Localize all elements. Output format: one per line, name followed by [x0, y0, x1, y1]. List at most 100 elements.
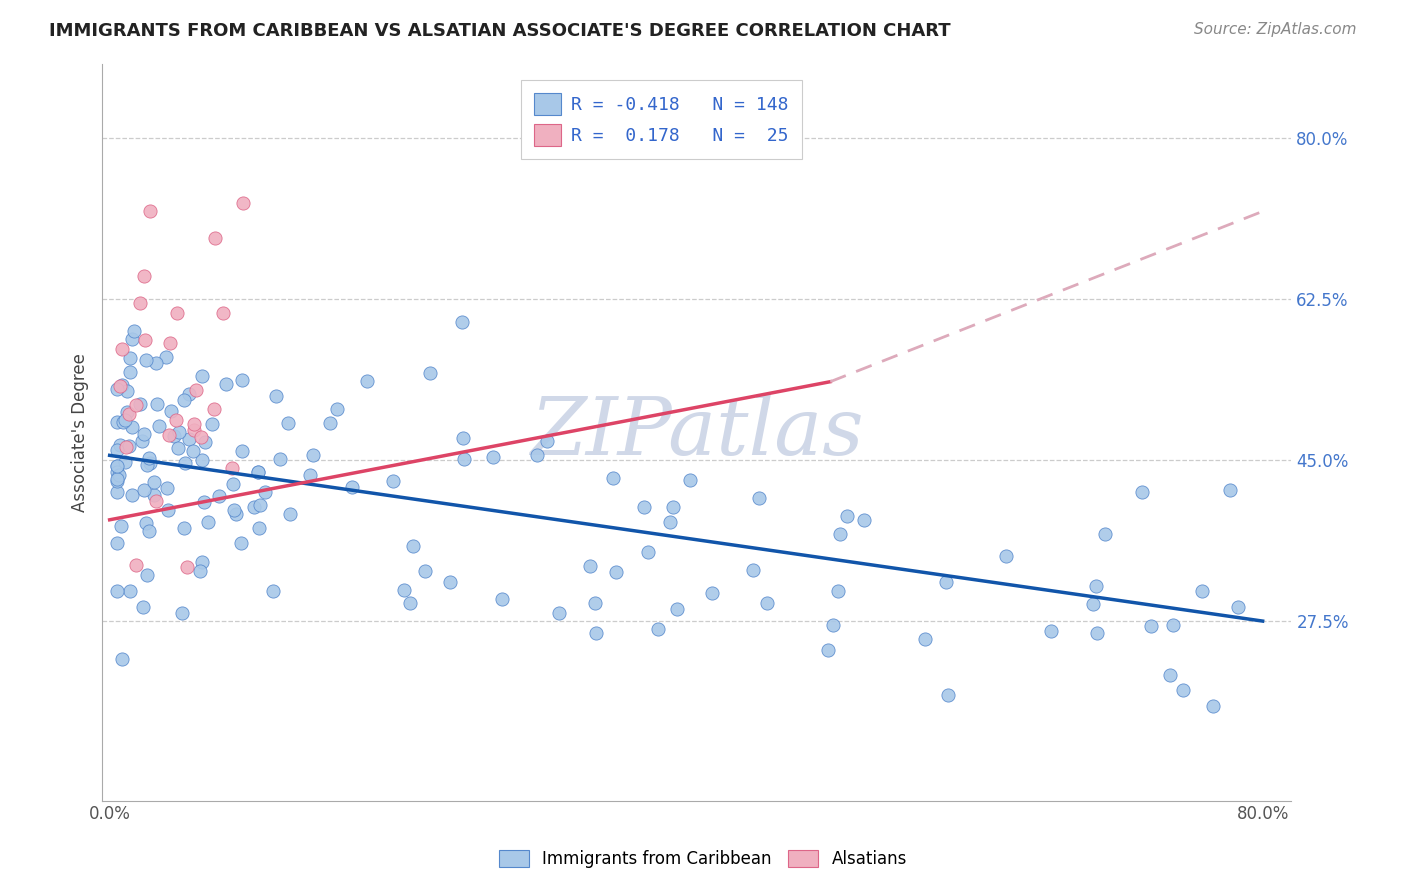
Point — [160, 404, 183, 418]
Point — [145, 493, 167, 508]
Point — [1159, 668, 1181, 682]
Point — [319, 416, 342, 430]
Point — [548, 606, 571, 620]
Point — [222, 503, 245, 517]
Point — [828, 526, 851, 541]
Point — [326, 401, 349, 416]
Point — [114, 455, 136, 469]
Point — [1081, 597, 1104, 611]
Point — [163, 429, 186, 443]
Point — [115, 405, 138, 419]
Y-axis label: Associate's Degree: Associate's Degree — [72, 353, 89, 512]
Point — [662, 500, 685, 514]
Point — [115, 384, 138, 398]
Point — [413, 564, 436, 578]
Point — [602, 470, 624, 484]
Point — [183, 417, 205, 431]
Point — [647, 622, 669, 636]
Point — [134, 426, 156, 441]
Point — [183, 424, 205, 438]
Point — [145, 356, 167, 370]
Point — [111, 378, 134, 392]
Point — [134, 333, 156, 347]
Legend: R = -0.418   N = 148, R =  0.178   N =  25: R = -0.418 N = 148, R = 0.178 N = 25 — [522, 80, 801, 159]
Point — [117, 407, 139, 421]
Point — [1161, 618, 1184, 632]
Point — [994, 549, 1017, 564]
Point — [132, 600, 155, 615]
Point — [266, 389, 288, 403]
Point — [105, 472, 128, 486]
Text: ZIPatlas: ZIPatlas — [530, 393, 863, 471]
Point — [1130, 484, 1153, 499]
Point — [201, 417, 224, 431]
Point — [491, 592, 513, 607]
Point — [402, 540, 425, 554]
Point — [935, 575, 957, 590]
Point — [1191, 584, 1213, 599]
Point — [1040, 624, 1063, 639]
Point — [128, 397, 150, 411]
Point — [193, 495, 215, 509]
Point — [1219, 483, 1241, 497]
Point — [179, 432, 201, 446]
Point — [157, 502, 180, 516]
Point — [117, 439, 139, 453]
Point — [138, 524, 160, 539]
Point — [108, 379, 131, 393]
Point — [190, 369, 212, 384]
Point — [253, 484, 276, 499]
Point — [526, 448, 548, 462]
Point — [107, 458, 129, 473]
Point — [121, 488, 143, 502]
Point — [756, 595, 779, 609]
Point — [212, 306, 235, 320]
Point — [110, 519, 132, 533]
Point — [221, 461, 243, 475]
Point — [188, 564, 211, 578]
Point — [225, 507, 247, 521]
Point — [208, 489, 231, 503]
Point — [1227, 599, 1250, 614]
Point — [453, 452, 475, 467]
Point — [120, 584, 142, 599]
Point — [277, 416, 299, 430]
Point — [853, 513, 876, 527]
Point — [197, 516, 219, 530]
Point — [105, 382, 128, 396]
Point — [111, 415, 134, 429]
Point — [143, 475, 166, 490]
Point — [381, 474, 404, 488]
Point — [159, 336, 181, 351]
Point — [143, 488, 166, 502]
Point — [135, 516, 157, 530]
Point — [1171, 682, 1194, 697]
Point — [439, 574, 461, 589]
Point — [114, 413, 136, 427]
Point — [121, 332, 143, 346]
Point — [173, 521, 195, 535]
Point — [748, 491, 770, 505]
Point — [172, 606, 194, 620]
Point — [1085, 579, 1108, 593]
Point — [166, 306, 188, 320]
Point — [231, 374, 253, 388]
Point — [215, 376, 238, 391]
Point — [111, 651, 134, 665]
Point — [190, 555, 212, 569]
Point — [184, 384, 207, 398]
Point — [827, 583, 849, 598]
Point — [243, 500, 266, 514]
Point — [108, 438, 131, 452]
Point — [190, 430, 212, 444]
Point — [356, 374, 378, 388]
Point — [156, 481, 179, 495]
Point — [138, 451, 160, 466]
Point — [605, 565, 627, 579]
Point — [173, 456, 195, 470]
Point — [637, 545, 659, 559]
Point — [105, 475, 128, 489]
Point — [821, 618, 844, 632]
Point — [105, 443, 128, 458]
Point — [111, 343, 134, 357]
